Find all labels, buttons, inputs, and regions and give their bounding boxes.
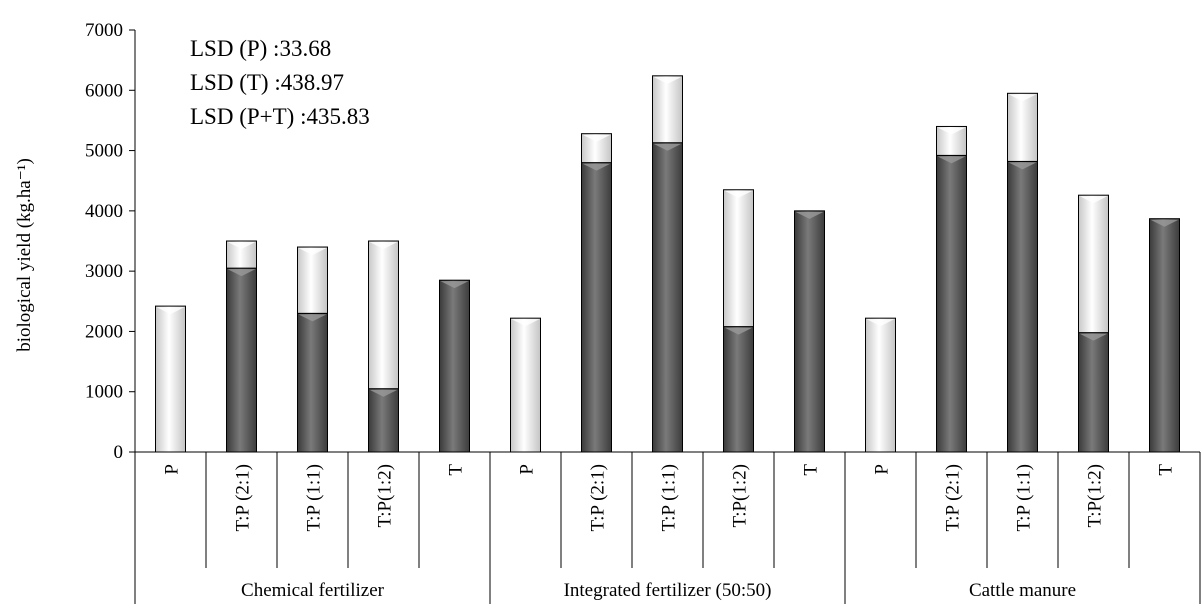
y-tick-label: 2000: [85, 321, 123, 342]
y-tick-label: 3000: [85, 261, 123, 282]
bar-upper-cap: [369, 242, 398, 249]
x-category-label: T:P (2:1): [233, 464, 254, 531]
lsd-annotations: LSD (P) :33.68 LSD (T) :438.97 LSD (P+T)…: [190, 36, 370, 129]
y-tick-label: 4000: [85, 201, 123, 222]
bar-lower-cap: [653, 143, 682, 151]
bar-lower-cap: [1079, 333, 1108, 341]
bar-upper-segment: [510, 317, 541, 453]
bar-lower-segment: [652, 142, 683, 453]
bar-upper-segment: [865, 317, 896, 453]
x-category-label: T:P (2:1): [943, 464, 964, 531]
y-axis: 0 1000 2000 3000 4000 5000 6000 7000: [85, 20, 136, 463]
x-category-label: T:P (1:1): [304, 464, 325, 531]
x-category-label: T:P(1:2): [375, 464, 396, 527]
lsd-t-annotation: LSD (T) :438.97: [190, 70, 344, 95]
bar-lower-cap: [227, 269, 256, 277]
bar-upper-cap: [582, 134, 611, 142]
x-category-label: T: [1156, 464, 1177, 476]
bar-lower-segment: [936, 154, 967, 453]
bar-upper-cap: [724, 190, 753, 198]
y-tick-label: 7000: [85, 20, 123, 41]
bar-upper-cap: [653, 76, 682, 84]
y-tick-label: 1000: [85, 382, 123, 403]
bar-lower-segment: [368, 388, 399, 453]
bar-upper-cap: [1079, 196, 1108, 204]
bar-lower-cap: [724, 327, 753, 335]
bar-lower-segment: [581, 162, 612, 453]
lsd-p-annotation: LSD (P) :33.68: [190, 36, 331, 61]
lsd-pt-annotation: LSD (P+T) :435.83: [190, 104, 370, 129]
bar-lower-segment: [794, 210, 825, 453]
x-group-label: Integrated fertilizer (50:50): [564, 580, 772, 601]
bar-upper-segment: [368, 240, 399, 390]
bar-upper-segment: [652, 75, 683, 144]
bar-lower-segment: [1149, 218, 1180, 453]
x-category-label: T:P(1:2): [730, 464, 751, 527]
bar-lower-segment: [439, 279, 470, 453]
bar-upper-cap: [227, 242, 256, 249]
bar-lower-cap: [440, 281, 469, 289]
x-category-label: T: [801, 464, 822, 476]
bar-upper-cap: [1008, 94, 1037, 102]
y-axis-label: biological yield (kg.ha⁻¹): [14, 158, 35, 352]
bar-lower-segment: [723, 326, 754, 453]
bar-upper-segment: [1078, 194, 1109, 334]
bar-lower-cap: [369, 389, 398, 397]
bar-upper-cap: [156, 307, 185, 315]
bar-upper-segment: [297, 246, 328, 314]
bar-lower-segment: [226, 267, 257, 453]
bar-lower-segment: [297, 312, 328, 453]
x-category-label: T: [446, 464, 467, 476]
x-group-label: Cattle manure: [969, 580, 1076, 601]
bar-lower-cap: [1150, 219, 1179, 227]
x-category-label: P: [872, 464, 893, 475]
x-axis: P T:P (2:1) T:P (1:1) T:P(1:2) T P T:P (2:1) T:…: [134, 451, 1201, 604]
bar-lower-cap: [298, 314, 327, 322]
bar-lower-segment: [1078, 332, 1109, 453]
x-category-label: T:P (2:1): [588, 464, 609, 531]
bar-lower-segment: [1007, 160, 1038, 453]
bar-upper-cap: [298, 248, 327, 256]
x-category-label: T:P (1:1): [1014, 464, 1035, 531]
y-tick-label: 0: [114, 442, 124, 463]
y-tick-label: 6000: [85, 80, 123, 101]
bar-upper-cap: [866, 319, 895, 327]
x-category-label: T:P (1:1): [659, 464, 680, 531]
bar-lower-cap: [582, 163, 611, 171]
bar-upper-segment: [155, 305, 186, 453]
bar-lower-cap: [795, 211, 824, 219]
bar-lower-cap: [1008, 162, 1037, 170]
bar-upper-segment: [723, 189, 754, 328]
x-category-label: T:P(1:2): [1085, 464, 1106, 527]
y-tick-label: 5000: [85, 141, 123, 162]
x-category-label: P: [517, 464, 538, 475]
bar-upper-cap: [937, 127, 966, 135]
bar-upper-cap: [511, 319, 540, 327]
bar-upper-segment: [1007, 92, 1038, 162]
bars: [155, 75, 1180, 453]
x-group-label: Chemical fertilizer: [241, 580, 385, 601]
x-category-label: P: [162, 464, 183, 475]
bar-lower-cap: [937, 156, 966, 164]
